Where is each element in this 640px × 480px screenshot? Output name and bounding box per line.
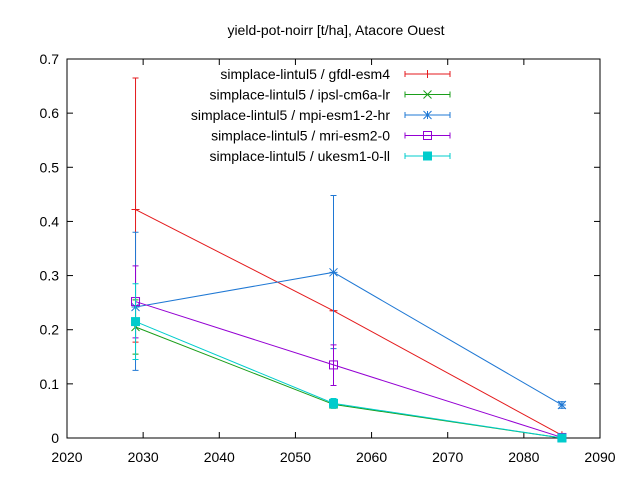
y-tick-label: 0.6: [40, 105, 60, 121]
error-bar: [330, 344, 337, 386]
y-tick-label: 0: [51, 430, 59, 446]
series-line: [135, 326, 563, 439]
legend-label: simplace-lintul5 / ukesm1-0-ll: [209, 148, 390, 164]
x-tick-label: 2050: [280, 449, 311, 465]
series-3: [131, 194, 567, 410]
x-tick-label: 2070: [432, 449, 463, 465]
y-tick-label: 0.1: [40, 376, 60, 392]
x-tick-label: 2040: [204, 449, 235, 465]
legend-marker: [423, 151, 432, 161]
chart-title: yield-pot-noirr [t/ha], Atacore Ouest: [227, 22, 444, 38]
legend-marker: [423, 131, 432, 140]
legend-marker: [423, 70, 432, 78]
data-point: [329, 267, 338, 277]
plot-area: [131, 77, 567, 443]
y-tick-label: 0.7: [40, 51, 60, 67]
legend-label: simplace-lintul5 / mri-esm2-0: [211, 128, 390, 144]
x-tick-label: 2020: [51, 449, 82, 465]
x-tick-label: 2030: [128, 449, 159, 465]
series-line: [135, 301, 563, 438]
y-tick-label: 0.2: [40, 322, 60, 338]
legend-label: simplace-lintul5 / ipsl-cm6a-lr: [210, 87, 391, 103]
data-point: [131, 205, 140, 214]
x-tick-label: 2080: [508, 449, 539, 465]
data-point: [329, 398, 338, 408]
legend-marker: [423, 110, 432, 120]
y-tick-label: 0.5: [40, 159, 60, 175]
legend: simplace-lintul5 / gfdl-esm4 simplace-lin…: [191, 66, 451, 164]
x-tick-label: 2060: [356, 449, 387, 465]
axes: 0 0.1 0.2 0.3 0.4 0.5 0.6 0.7 2020 2030 2040 2050 20…: [40, 51, 616, 465]
legend-label: simplace-lintul5 / mpi-esm1-2-hr: [191, 107, 391, 123]
legend-label: simplace-lintul5 / gfdl-esm4: [220, 66, 390, 82]
plot-frame: [66, 58, 601, 439]
y-tick-label: 0.4: [40, 213, 60, 229]
series-5: [131, 283, 567, 443]
data-point: [557, 400, 567, 410]
data-point: [329, 360, 338, 370]
x-tick-label: 2090: [584, 449, 615, 465]
data-point: [131, 317, 141, 327]
y-tick-label: 0.3: [40, 268, 60, 284]
series-4: [131, 265, 567, 442]
data-point: [557, 433, 567, 443]
legend-marker: [423, 90, 432, 99]
series-line: [135, 271, 563, 406]
series-line: [135, 321, 563, 439]
legend-swatch: [404, 132, 451, 139]
